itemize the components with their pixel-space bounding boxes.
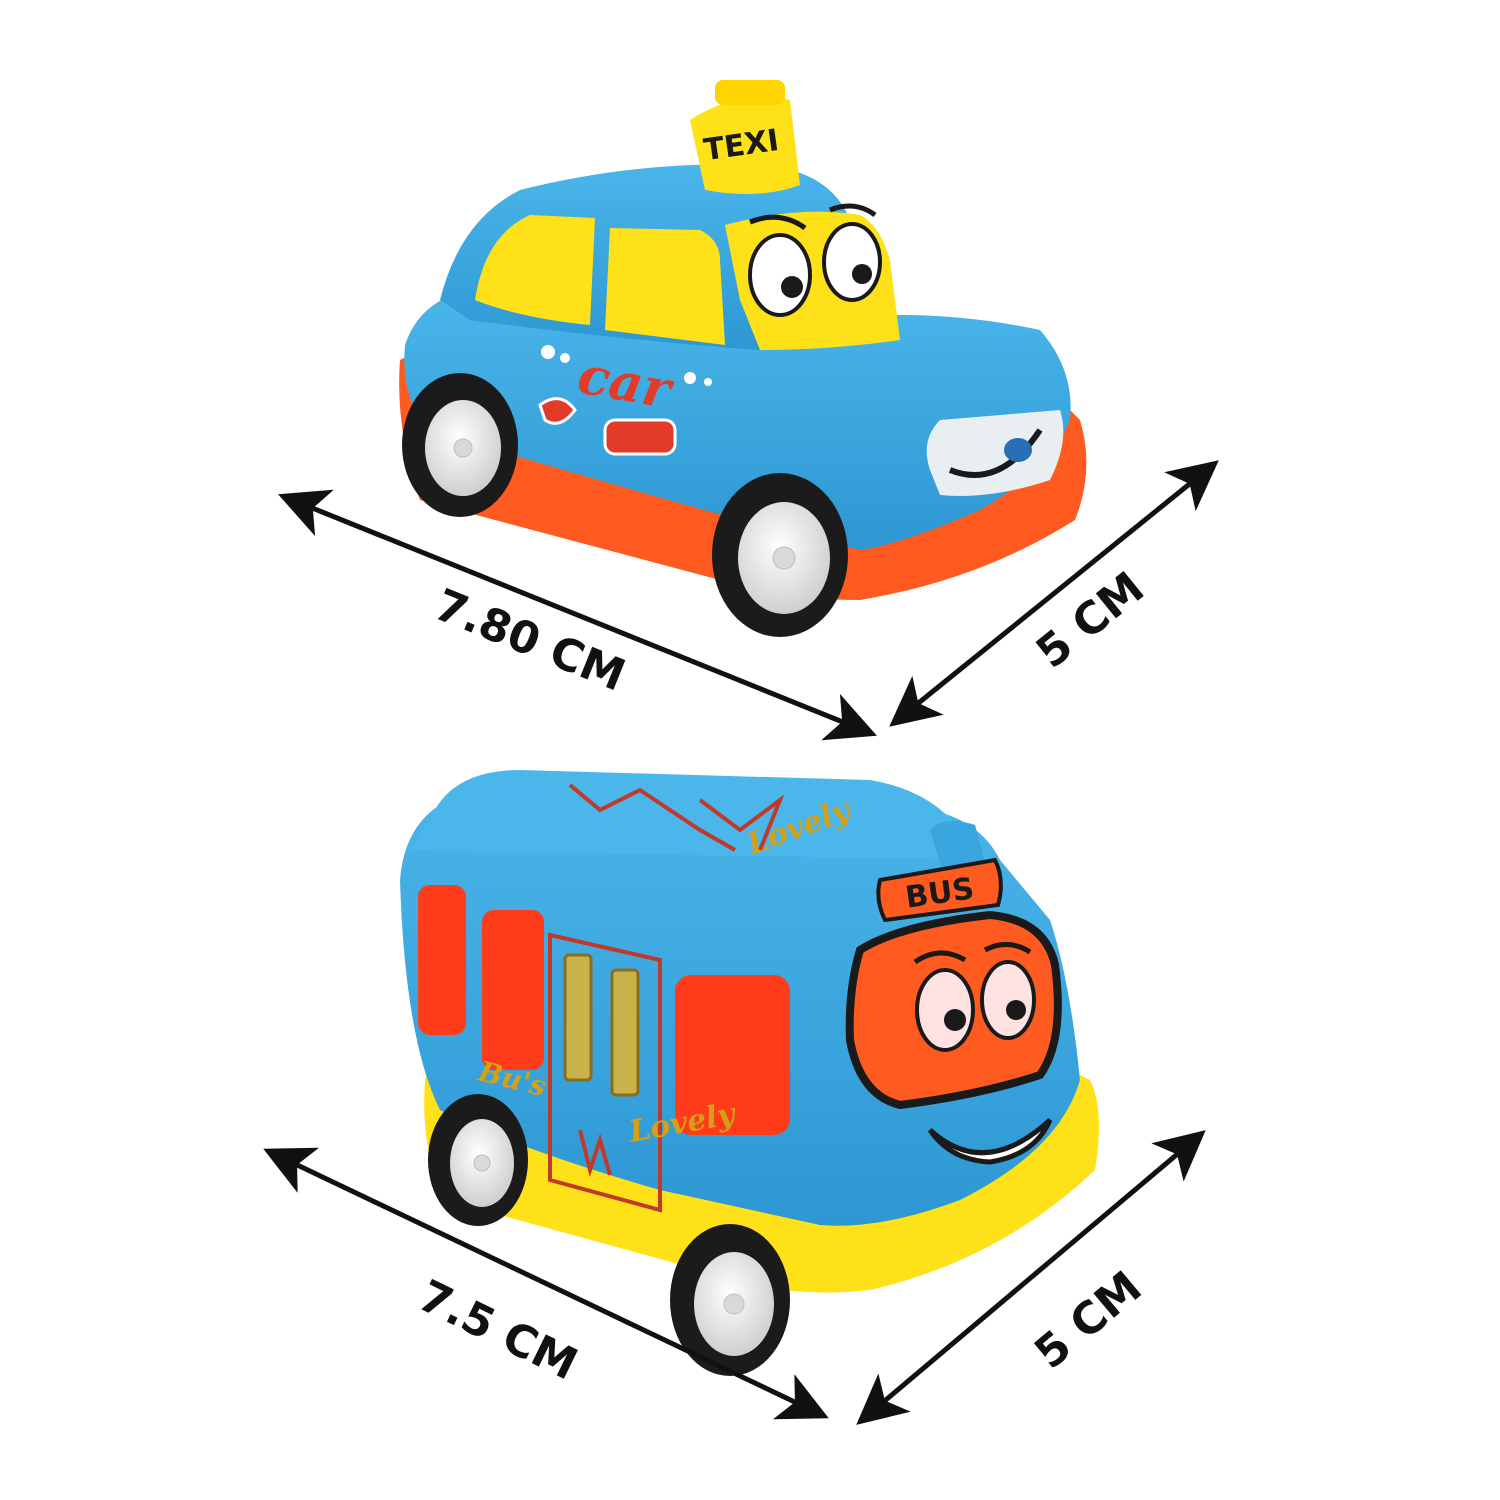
taxi-wheel-rear — [402, 373, 518, 517]
bus-window-2 — [482, 910, 544, 1070]
taxi-width-label: 5 CM — [1027, 562, 1154, 678]
taxi-roof-sign: TEXI — [690, 80, 800, 194]
taxi-window-front — [605, 228, 725, 345]
taxi-side-decal: car — [538, 345, 712, 456]
taxi-toy: TEXI car — [399, 80, 1087, 637]
taxi-eyes — [748, 203, 882, 317]
bus-wheel-rear — [428, 1094, 528, 1226]
bus-width-arrow — [856, 1130, 1206, 1425]
bus-window-3 — [675, 975, 790, 1135]
taxi-window-rear — [475, 215, 595, 325]
bus-window-1 — [418, 885, 466, 1035]
taxi-wheel-front — [712, 473, 848, 637]
taxi-length-arrow — [278, 489, 877, 741]
bus-roof-sign: BUS — [876, 857, 1003, 923]
bus-roof — [410, 770, 990, 860]
taxi-width-arrow — [889, 460, 1219, 727]
bus-toy: BUS Bu's Lovely Lovely — [400, 770, 1100, 1376]
bus-width-label: 5 CM — [1025, 1262, 1151, 1379]
bus-length-arrow — [263, 1147, 829, 1420]
bus-eyes — [913, 942, 1036, 1052]
